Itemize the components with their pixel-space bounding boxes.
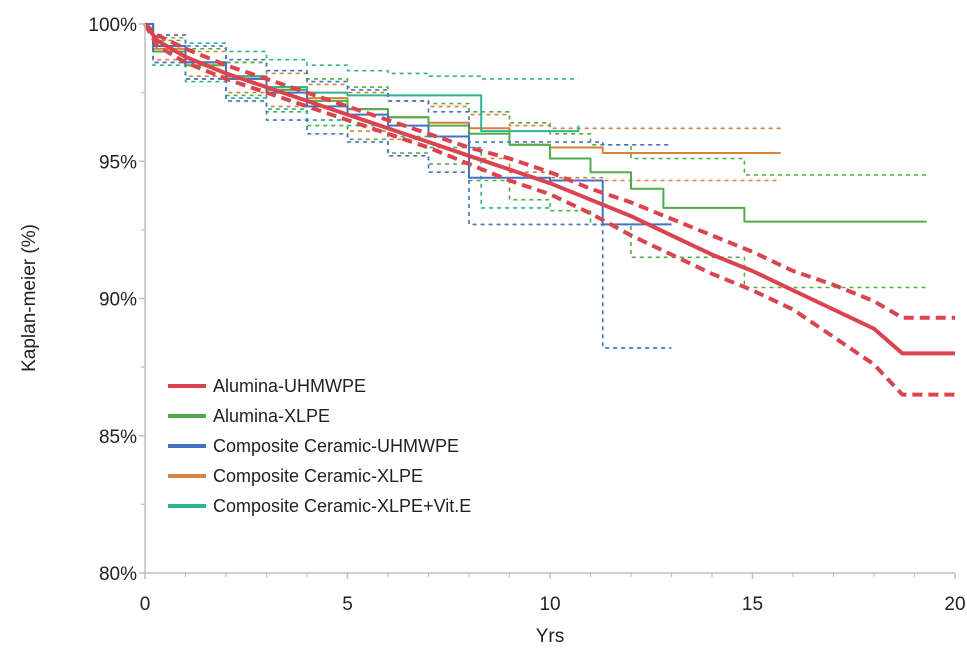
ci-lower-line bbox=[145, 23, 927, 289]
legend-label: Alumina-UHMWPE bbox=[213, 376, 366, 396]
legend-item: Composite Ceramic-XLPE bbox=[168, 466, 423, 486]
ci-upper-line bbox=[145, 23, 927, 176]
ci-upper-line bbox=[145, 23, 579, 80]
y-tick-label: 90% bbox=[99, 290, 137, 311]
y-tick-label: 85% bbox=[99, 427, 137, 448]
x-tick-label: 20 bbox=[944, 594, 965, 615]
legend-item: Composite Ceramic-UHMWPE bbox=[168, 436, 459, 456]
legend-item: Alumina-XLPE bbox=[168, 406, 330, 426]
legend-label: Composite Ceramic-UHMWPE bbox=[213, 436, 459, 456]
estimate-line bbox=[145, 23, 672, 226]
series-composite-ceramic-uhmwpe bbox=[145, 23, 672, 349]
estimate-line bbox=[143, 22, 955, 356]
legend-label: Alumina-XLPE bbox=[213, 406, 330, 426]
ci-lower-line bbox=[143, 23, 955, 397]
y-tick-label: 95% bbox=[99, 152, 137, 173]
legend-label: Composite Ceramic-XLPE bbox=[213, 466, 423, 486]
legend-label: Composite Ceramic-XLPE+Vit.E bbox=[213, 496, 471, 516]
x-tick-label: 0 bbox=[140, 594, 151, 615]
x-tick-label: 15 bbox=[742, 594, 763, 615]
legend-item: Alumina-UHMWPE bbox=[168, 376, 366, 396]
legend: Alumina-UHMWPE Alumina-XLPE Composite Cera… bbox=[168, 376, 471, 516]
ci-upper-line bbox=[145, 23, 672, 146]
ci-upper-line bbox=[143, 22, 955, 320]
series-alumina-uhmwpe bbox=[143, 22, 955, 397]
ci-lower-line bbox=[145, 23, 672, 349]
plot-area bbox=[143, 22, 955, 397]
y-axis-title: Kaplan-meier (%) bbox=[19, 224, 40, 372]
ticks: 80% 85% 90% 95% 100% 0 5 10 15 20 bbox=[88, 15, 965, 615]
legend-item: Composite Ceramic-XLPE+Vit.E bbox=[168, 496, 471, 516]
x-axis-title: Yrs bbox=[536, 626, 565, 647]
estimate-line bbox=[145, 23, 781, 154]
series-composite-ceramic-xlpe bbox=[145, 23, 781, 182]
x-tick-label: 5 bbox=[342, 594, 353, 615]
y-tick-label: 100% bbox=[88, 15, 137, 36]
x-tick-label: 10 bbox=[539, 594, 560, 615]
series-alumina-xlpe bbox=[145, 23, 927, 289]
y-tick-label: 80% bbox=[99, 564, 137, 585]
ci-lower-line bbox=[145, 23, 781, 182]
